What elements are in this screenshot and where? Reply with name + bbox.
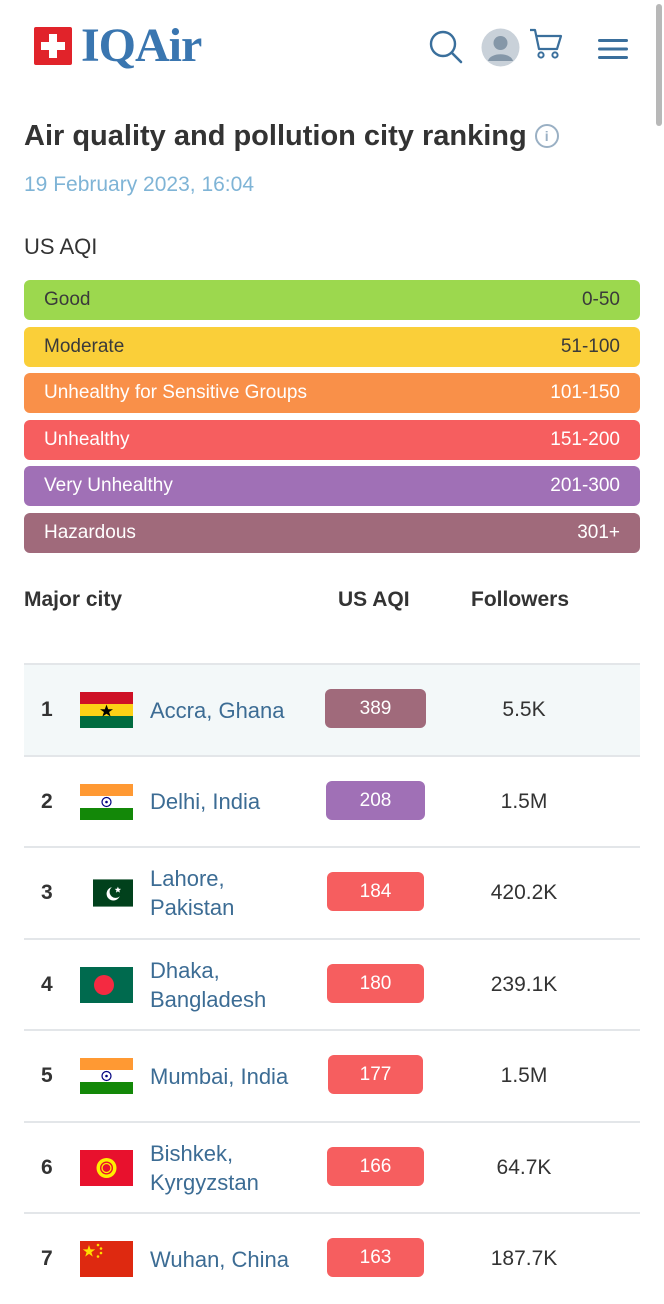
bangladesh-flag-icon bbox=[80, 966, 133, 1003]
band-range: 201-300 bbox=[550, 475, 620, 496]
user-avatar-icon[interactable] bbox=[481, 28, 520, 67]
aqi-badge: 166 bbox=[327, 1146, 424, 1186]
rank-number: 5 bbox=[41, 1064, 53, 1087]
column-header-aqi[interactable]: US AQI bbox=[338, 588, 410, 611]
band-label: Hazardous bbox=[44, 521, 136, 543]
cart-icon[interactable] bbox=[528, 27, 564, 61]
column-header-followers[interactable]: Followers bbox=[471, 588, 570, 611]
followers-count: 187.7K bbox=[490, 1247, 558, 1270]
aqi-badge: 163 bbox=[327, 1238, 424, 1277]
aqi-badge: 208 bbox=[326, 780, 425, 820]
aqi-scale-label: US AQI bbox=[24, 234, 98, 259]
india-flag-icon bbox=[80, 1058, 133, 1094]
band-label: Very Unhealthy bbox=[44, 475, 173, 496]
city-link[interactable]: Accra, Ghana bbox=[150, 697, 285, 723]
followers-count: 1.5M bbox=[500, 789, 548, 813]
aqi-badge: 184 bbox=[327, 872, 424, 911]
info-icon[interactable]: i bbox=[534, 124, 559, 148]
table-row[interactable]: 4 Dhaka, Bangladesh 180 239.1K bbox=[24, 937, 640, 1030]
top-header: IQAir bbox=[0, 0, 664, 92]
rank-number: 2 bbox=[41, 789, 53, 813]
table-row[interactable]: 5 Mumbai, India 177 1.5M bbox=[24, 1029, 640, 1121]
page-title-text: Air quality and pollution city ranking bbox=[24, 120, 527, 152]
aqi-badge: 177 bbox=[328, 1055, 423, 1094]
table-row[interactable]: 6 Bishkek, Kyrgyzstan 166 64.7K bbox=[24, 1120, 640, 1213]
pakistan-flag-icon bbox=[93, 879, 133, 907]
table-row[interactable]: 7 Wuhan, China 163 187.7K bbox=[24, 1212, 640, 1304]
followers-count: 420.2K bbox=[490, 881, 558, 904]
scale-band-very-unhealthy: Very Unhealthy 201-300 bbox=[24, 466, 640, 506]
city-link[interactable]: Delhi, India bbox=[150, 789, 261, 814]
menu-icon[interactable] bbox=[598, 38, 628, 60]
brand-name: IQAir bbox=[81, 19, 202, 72]
band-range: 301+ bbox=[577, 521, 620, 543]
scale-band-unhealthy: Unhealthy 151-200 bbox=[24, 419, 640, 460]
followers-count: 239.1K bbox=[490, 972, 558, 996]
aqi-badge: 389 bbox=[325, 689, 426, 728]
band-label: Good bbox=[44, 289, 91, 310]
followers-count: 1.5M bbox=[500, 1064, 548, 1087]
band-label: Unhealthy bbox=[44, 428, 130, 450]
aqi-badge: 180 bbox=[327, 963, 424, 1003]
rank-number: 7 bbox=[41, 1247, 53, 1270]
followers-count: 5.5K bbox=[502, 698, 546, 721]
band-range: 101-150 bbox=[550, 382, 620, 403]
table-row[interactable]: 2 Delhi, India 208 1.5M bbox=[24, 754, 640, 847]
page-scrollbar[interactable] bbox=[656, 4, 662, 126]
rank-number: 4 bbox=[41, 972, 53, 996]
city-link[interactable]: Bishkek, Kyrgyzstan bbox=[150, 1140, 259, 1195]
city-link[interactable]: Dhaka, Bangladesh bbox=[150, 957, 267, 1012]
rank-number: 6 bbox=[41, 1155, 53, 1179]
city-link[interactable]: Wuhan, China bbox=[150, 1246, 290, 1272]
aqi-scale: Good 0-50 Moderate 51-100 Unhealthy for Se… bbox=[24, 280, 640, 559]
swiss-flag-icon bbox=[34, 27, 72, 65]
page-title: Air quality and pollution city ranking i bbox=[24, 120, 559, 153]
table-row[interactable]: 3 Lahore, Pakistan 184 420.2K bbox=[24, 846, 640, 938]
band-label: Unhealthy for Sensitive Groups bbox=[44, 382, 307, 403]
band-label: Moderate bbox=[44, 335, 125, 357]
rank-number: 1 bbox=[41, 698, 53, 721]
city-ranking-table: 1 Accra, Ghana 389 5.5K 2 Delhi, India 2… bbox=[24, 663, 640, 1304]
kyrgyzstan-flag-icon bbox=[80, 1149, 133, 1186]
column-header-city[interactable]: Major city bbox=[24, 588, 123, 611]
band-range: 0-50 bbox=[581, 289, 620, 310]
scale-band-hazardous: Hazardous 301+ bbox=[24, 512, 640, 553]
scale-band-moderate: Moderate 51-100 bbox=[24, 326, 640, 367]
iqair-logo[interactable]: IQAir bbox=[34, 19, 202, 72]
followers-count: 64.7K bbox=[496, 1155, 552, 1179]
city-link[interactable]: Lahore, Pakistan bbox=[150, 866, 235, 920]
scale-band-usg: Unhealthy for Sensitive Groups 101-150 bbox=[24, 373, 640, 413]
china-flag-icon bbox=[80, 1241, 133, 1277]
band-range: 51-100 bbox=[560, 335, 620, 357]
ghana-flag-icon bbox=[80, 692, 133, 728]
update-date: 19 February 2023, 16:04 bbox=[24, 173, 254, 196]
table-row[interactable]: 1 Accra, Ghana 389 5.5K bbox=[24, 663, 640, 755]
rank-number: 3 bbox=[41, 881, 53, 904]
search-icon[interactable] bbox=[428, 29, 464, 65]
city-link[interactable]: Mumbai, India bbox=[150, 1063, 289, 1089]
scale-band-good: Good 0-50 bbox=[24, 280, 640, 320]
india-flag-icon bbox=[80, 783, 133, 820]
band-range: 151-200 bbox=[550, 428, 620, 450]
